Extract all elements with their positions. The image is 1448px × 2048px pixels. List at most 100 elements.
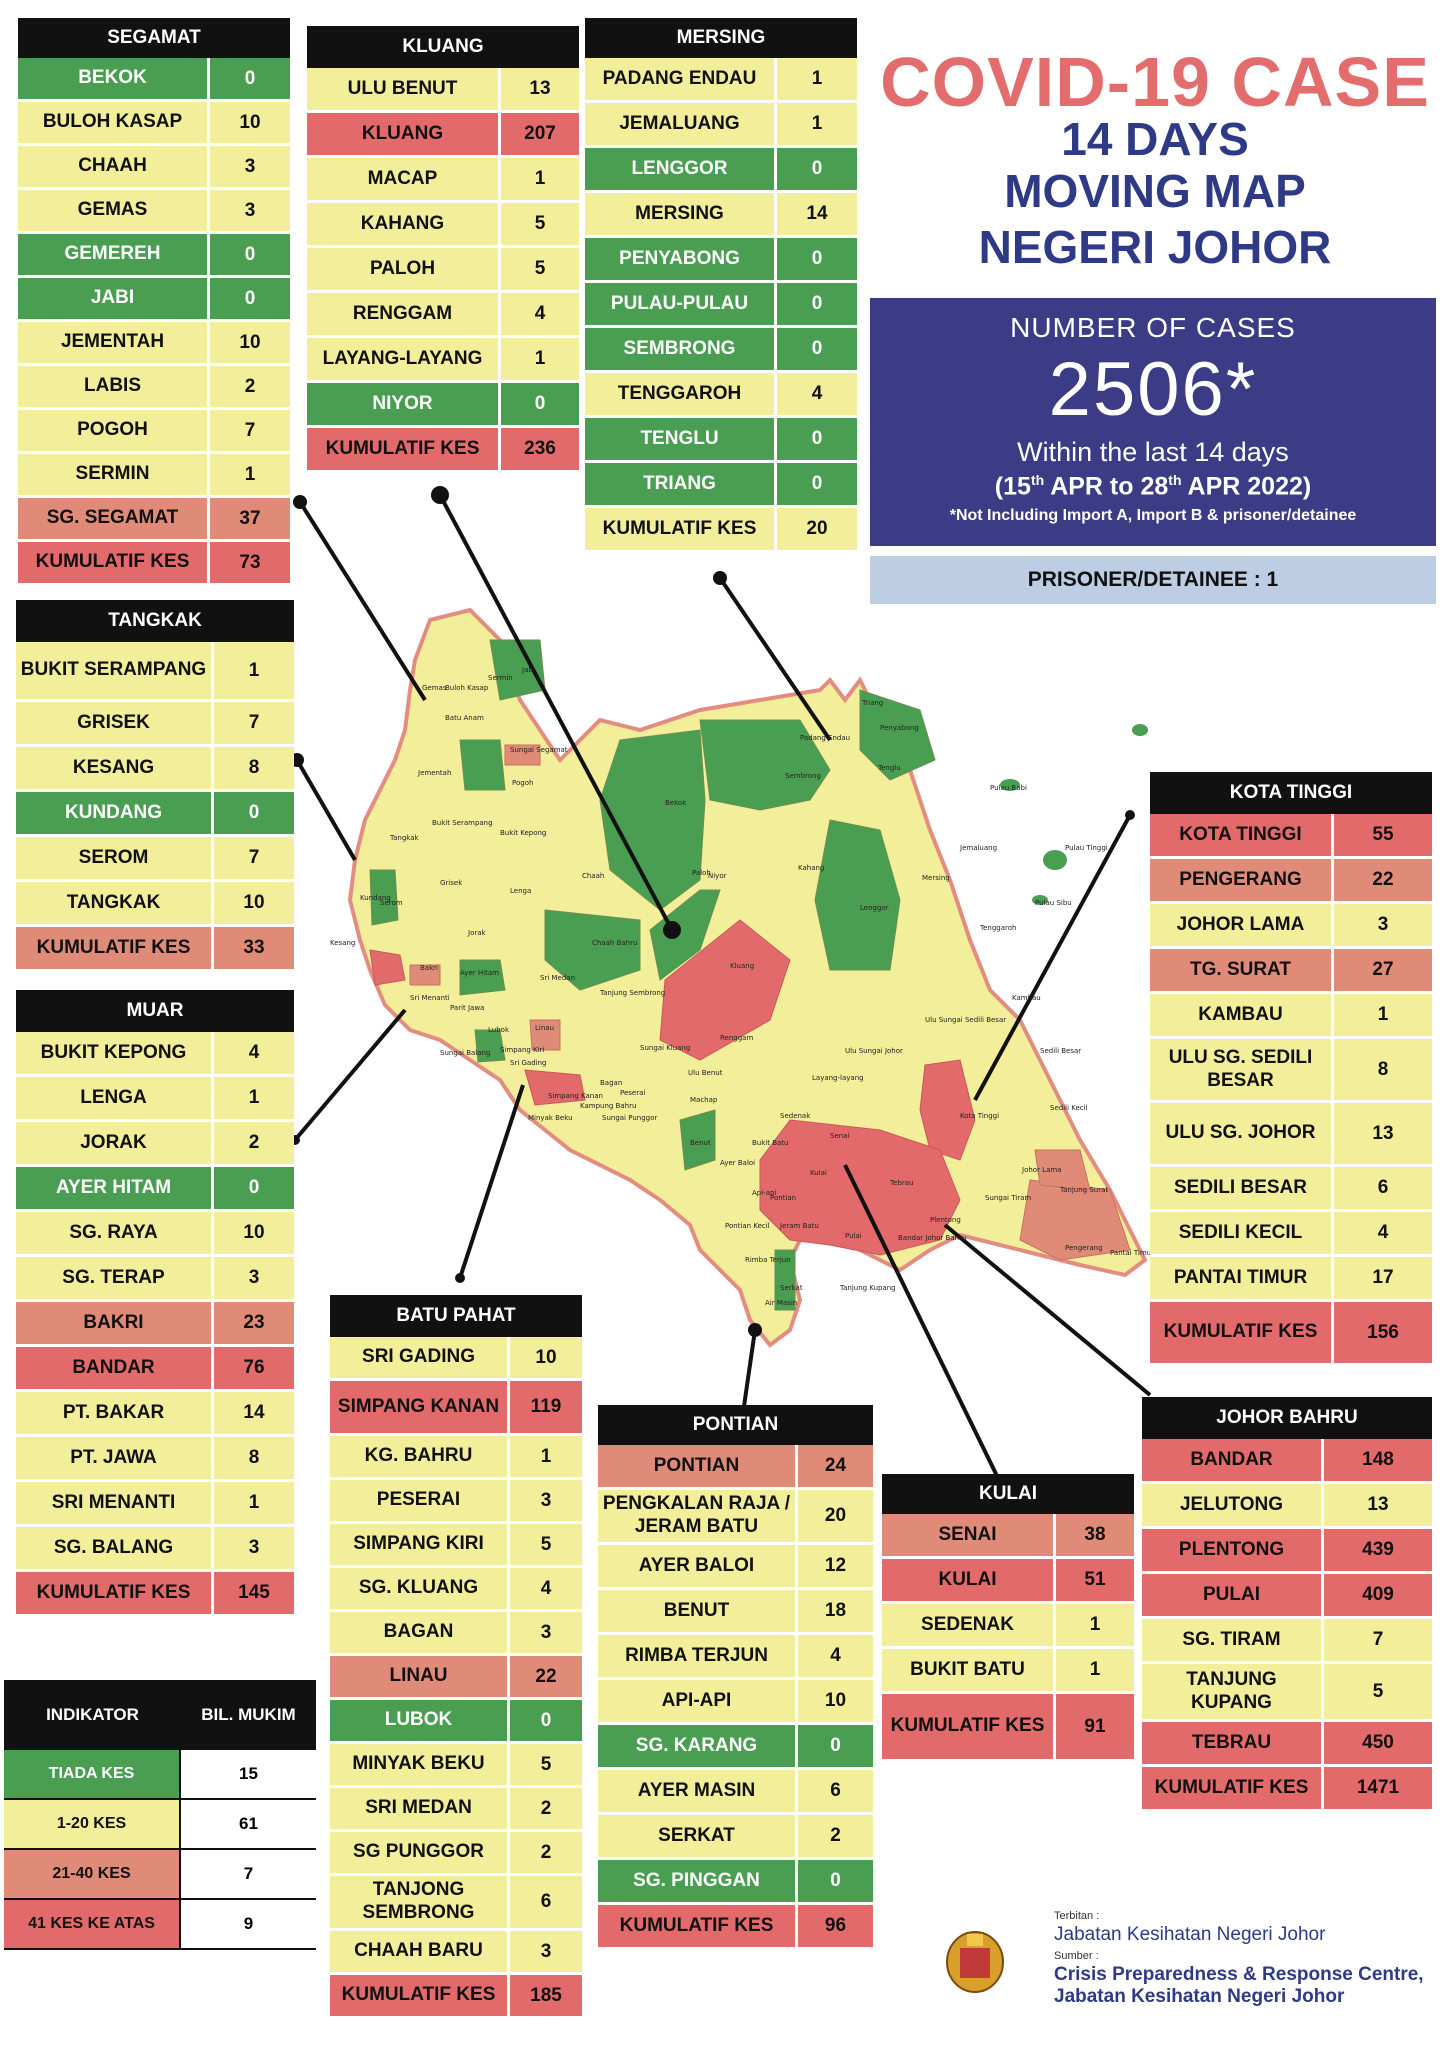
subtitle-line-2: MOVING MAP (1004, 165, 1306, 217)
region-niyor (649, 889, 721, 981)
district-table-segamat: SEGAMAT BEKOK 0 BULOH KASAP 10 CHAAH 3 GEMAS 3 GE… (18, 18, 290, 586)
mukim-name: KUMULATIF KES (585, 508, 777, 550)
map-place-label: Niyor (708, 872, 727, 880)
mukim-row: BUKIT SERAMPANG 1 (16, 642, 294, 702)
case-count: 7 (248, 847, 260, 868)
case-count: 4 (534, 303, 546, 324)
map-place-label: Sedenak (780, 1112, 811, 1120)
mukim-name: PENYABONG (585, 238, 777, 280)
mukim-row: SIMPANG KIRI 5 (330, 1524, 582, 1568)
indicator-row: 41 KES KE ATAS 9 (4, 1900, 316, 1950)
mukim-row: BULOH KASAP 10 (18, 102, 290, 146)
mukim-name: TANJONG SEMBRONG (330, 1876, 510, 1928)
mukim-name: RENGGAM (307, 293, 501, 335)
map-place-label: Mersing (922, 874, 950, 882)
mukim-row: MERSING 14 (585, 193, 857, 238)
mukim-row: ULU SG. JOHOR 13 (1150, 1103, 1432, 1167)
mukim-name: KESANG (16, 747, 214, 789)
map-place-label: Sedili Besar (1040, 1047, 1081, 1055)
mukim-row: AYER HITAM 0 (16, 1167, 294, 1212)
mukim-name: KUMULATIF KES (598, 1905, 798, 1947)
map-place-label: Simpang Kanan (548, 1092, 603, 1100)
mukim-row: SERMIN 1 (18, 454, 290, 498)
case-count: 76 (243, 1357, 265, 1378)
mukim-row: SEDILI BESAR 6 (1150, 1167, 1432, 1212)
map-place-label: Layang-layang (812, 1074, 864, 1082)
district-table-kota-tinggi: KOTA TINGGI KOTA TINGGI 55 PENGERANG 22 JOHOR… (1150, 772, 1432, 1366)
mukim-row: BEKOK 0 (18, 58, 290, 102)
mukim-name: SG. SEGAMAT (18, 498, 210, 539)
case-count: 96 (824, 1915, 847, 1936)
mukim-row: SG. TIRAM 7 (1142, 1619, 1432, 1664)
mukim-name: SIMPANG KANAN (330, 1381, 510, 1433)
map-place-label: Ulu Benut (688, 1069, 723, 1077)
mukim-name: SEDILI KECIL (1150, 1212, 1334, 1254)
mukim-row: ULU BENUT 13 (307, 68, 579, 113)
mukim-row: SG PUNGGOR 2 (330, 1832, 582, 1876)
map-place-label: Air Masin (765, 1299, 797, 1307)
mukim-count: 9 (181, 1900, 316, 1948)
mukim-name: GRISEK (16, 702, 214, 744)
case-count: 37 (239, 507, 261, 529)
island-pulau-babi (1000, 779, 1020, 791)
mukim-count-header: BIL. MUKIM (201, 1705, 296, 1724)
case-count: 7 (1372, 1629, 1384, 1650)
case-count: 0 (811, 428, 823, 449)
mukim-row: KUNDANG 0 (16, 792, 294, 837)
mukim-name: MINYAK BEKU (330, 1744, 510, 1785)
map-place-label: Jorak (467, 929, 487, 937)
cumulative-row: KUMULATIF KES 156 (1150, 1302, 1432, 1366)
mukim-row: CHAAH 3 (18, 146, 290, 190)
mukim-row: TRIANG 0 (585, 463, 857, 508)
map-place-label: Serkat (780, 1284, 803, 1292)
map-place-label: Tanjung Surat (1059, 1186, 1108, 1194)
case-count: 1 (248, 1087, 260, 1108)
cumulative-row: KUMULATIF KES 20 (585, 508, 857, 553)
map-place-label: Padang Endau (800, 734, 850, 742)
mukim-row: LENGA 1 (16, 1077, 294, 1122)
mukim-row: SEMBRONG 0 (585, 328, 857, 373)
region-lenggor (814, 819, 901, 971)
mukim-row: JEMALUANG 1 (585, 103, 857, 148)
mukim-row: GEMEREH 0 (18, 234, 290, 278)
case-count: 2 (540, 1841, 552, 1863)
case-count: 7 (244, 419, 256, 441)
map-place-label: Grisek (440, 879, 463, 887)
region-bekok (599, 729, 706, 911)
mukim-name: JOHOR LAMA (1150, 904, 1334, 946)
mukim-name: LAYANG-LAYANG (307, 338, 501, 380)
mukim-row: KAHANG 5 (307, 203, 579, 248)
cumulative-row: KUMULATIF KES 73 (18, 542, 290, 586)
mukim-name: KUMULATIF KES (16, 927, 214, 969)
case-count: 20 (824, 1505, 847, 1526)
district-header: KLUANG (307, 26, 579, 68)
map-place-label: Ayer Baloi (720, 1159, 755, 1167)
district-table-kulai: KULAI SENAI 38 KULAI 51 SEDENAK 1 BUKIT BATU 1 KU… (882, 1474, 1134, 1762)
mukim-name: CHAAH BARU (330, 1931, 510, 1972)
case-count: 1 (811, 68, 823, 89)
map-place-label: Bagan (600, 1079, 622, 1087)
case-count: 5 (540, 1533, 552, 1555)
map-place-label: Linau (535, 1024, 554, 1032)
mukim-name: RIMBA TERJUN (598, 1635, 798, 1677)
region-sembrong (699, 719, 831, 811)
subtitle-line-1: 14 DAYS (1061, 113, 1249, 165)
mukim-name: TG. SURAT (1150, 949, 1334, 991)
case-count: 8 (1377, 1058, 1389, 1080)
map-place-label: Pengerang (1065, 1244, 1103, 1252)
mukim-row: SERKAT 2 (598, 1815, 873, 1860)
indicator-legend: INDIKATOR BIL. MUKIM TIADA KES 15 1-20 KES… (4, 1680, 316, 1950)
case-count: 1 (811, 113, 823, 134)
mukim-row: GRISEK 7 (16, 702, 294, 747)
case-count: 51 (1084, 1569, 1106, 1590)
district-header: SEGAMAT (18, 18, 290, 58)
mukim-row: SG. KARANG 0 (598, 1725, 873, 1770)
case-count: 4 (540, 1577, 552, 1599)
mukim-row: ULU SG. SEDILI BESAR 8 (1150, 1039, 1432, 1103)
mukim-name: SEMBRONG (585, 328, 777, 370)
mukim-name: PADANG ENDAU (585, 58, 777, 100)
mukim-row: JEMENTAH 10 (18, 322, 290, 366)
region-muar-bandar (369, 949, 406, 986)
map-place-label: Rimba Terjun (745, 1256, 791, 1264)
